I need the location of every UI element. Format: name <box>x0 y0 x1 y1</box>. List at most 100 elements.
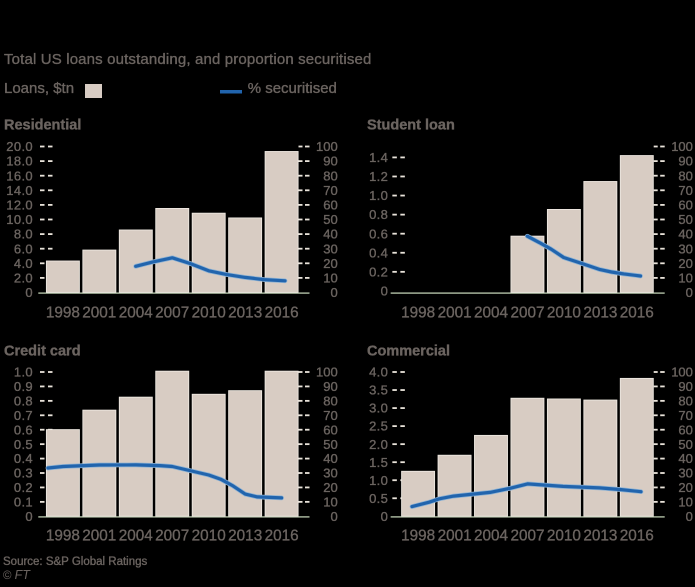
svg-text:2016: 2016 <box>265 304 299 321</box>
svg-text:50: 50 <box>678 212 692 227</box>
svg-text:60: 60 <box>678 198 692 213</box>
svg-text:0.3: 0.3 <box>14 466 33 481</box>
svg-text:30: 30 <box>323 241 337 256</box>
svg-text:0: 0 <box>381 509 389 524</box>
svg-text:© FT: © FT <box>3 568 31 582</box>
svg-text:10.0: 10.0 <box>6 212 33 227</box>
svg-text:0.5: 0.5 <box>369 491 388 506</box>
svg-text:Commercial: Commercial <box>367 344 450 360</box>
svg-text:60: 60 <box>323 422 337 437</box>
svg-text:2004: 2004 <box>119 527 154 544</box>
svg-text:2007: 2007 <box>155 527 189 544</box>
svg-text:20.0: 20.0 <box>6 139 33 154</box>
svg-text:90: 90 <box>323 379 337 394</box>
svg-text:80: 80 <box>678 394 692 409</box>
svg-text:50: 50 <box>323 212 337 227</box>
svg-text:90: 90 <box>678 379 692 394</box>
svg-text:100: 100 <box>671 139 693 154</box>
svg-text:2001: 2001 <box>438 304 472 321</box>
svg-text:30: 30 <box>323 466 337 481</box>
svg-text:Student loan: Student loan <box>367 118 455 134</box>
svg-text:1.5: 1.5 <box>369 455 388 470</box>
svg-text:10: 10 <box>323 271 337 286</box>
svg-text:2.5: 2.5 <box>369 419 388 434</box>
svg-text:0.7: 0.7 <box>14 408 33 423</box>
svg-text:18.0: 18.0 <box>6 154 33 169</box>
svg-text:70: 70 <box>678 408 692 423</box>
svg-text:1998: 1998 <box>46 304 80 321</box>
svg-text:2013: 2013 <box>228 527 262 544</box>
svg-text:14.0: 14.0 <box>6 183 33 198</box>
svg-text:8.0: 8.0 <box>14 227 33 242</box>
svg-text:0.2: 0.2 <box>14 480 33 495</box>
svg-text:3.5: 3.5 <box>369 383 388 398</box>
svg-text:2007: 2007 <box>510 527 544 544</box>
svg-text:1.0: 1.0 <box>369 188 388 203</box>
svg-text:100: 100 <box>316 139 338 154</box>
svg-text:80: 80 <box>323 394 337 409</box>
svg-text:1998: 1998 <box>401 304 435 321</box>
svg-text:90: 90 <box>678 154 692 169</box>
svg-text:20: 20 <box>323 256 337 271</box>
svg-text:10: 10 <box>323 495 337 510</box>
svg-text:12.0: 12.0 <box>6 198 33 213</box>
svg-text:2016: 2016 <box>620 304 654 321</box>
svg-text:% securitised: % securitised <box>248 80 337 97</box>
svg-text:0.1: 0.1 <box>14 495 33 510</box>
svg-text:2013: 2013 <box>228 304 262 321</box>
svg-text:2.0: 2.0 <box>14 271 33 286</box>
svg-text:0.8: 0.8 <box>369 207 388 222</box>
svg-text:4.0: 4.0 <box>369 365 388 380</box>
svg-text:30: 30 <box>678 241 692 256</box>
svg-text:2001: 2001 <box>438 527 472 544</box>
svg-text:2004: 2004 <box>474 304 509 321</box>
svg-text:50: 50 <box>323 437 337 452</box>
svg-text:0.2: 0.2 <box>369 264 388 279</box>
svg-text:1.2: 1.2 <box>369 169 388 184</box>
svg-text:2013: 2013 <box>583 304 617 321</box>
svg-text:70: 70 <box>323 183 337 198</box>
svg-text:1.4: 1.4 <box>369 150 388 165</box>
svg-text:0: 0 <box>330 285 337 300</box>
svg-text:1.0: 1.0 <box>14 365 33 380</box>
svg-text:Source: S&P Global Ratings: Source: S&P Global Ratings <box>3 556 148 568</box>
svg-text:70: 70 <box>678 183 692 198</box>
svg-text:1.0: 1.0 <box>369 473 388 488</box>
svg-text:100: 100 <box>671 365 693 380</box>
svg-text:2010: 2010 <box>547 304 581 321</box>
svg-text:2004: 2004 <box>119 304 154 321</box>
svg-text:0: 0 <box>25 285 33 300</box>
svg-text:6.0: 6.0 <box>14 241 33 256</box>
svg-text:2010: 2010 <box>547 527 581 544</box>
svg-text:2010: 2010 <box>192 304 226 321</box>
svg-text:60: 60 <box>323 198 337 213</box>
svg-text:2001: 2001 <box>82 304 116 321</box>
svg-text:0.6: 0.6 <box>14 422 33 437</box>
svg-text:60: 60 <box>678 422 692 437</box>
svg-text:10: 10 <box>678 271 692 286</box>
svg-text:0.8: 0.8 <box>14 394 33 409</box>
svg-text:2013: 2013 <box>583 527 617 544</box>
svg-text:2004: 2004 <box>474 527 509 544</box>
svg-text:0: 0 <box>330 509 337 524</box>
svg-text:0: 0 <box>686 285 693 300</box>
svg-text:0.4: 0.4 <box>14 451 33 466</box>
svg-text:0: 0 <box>686 509 693 524</box>
svg-text:20: 20 <box>323 480 337 495</box>
svg-text:2016: 2016 <box>620 527 654 544</box>
svg-text:0.5: 0.5 <box>14 437 33 452</box>
svg-text:40: 40 <box>678 451 692 466</box>
svg-text:2010: 2010 <box>192 527 226 544</box>
svg-text:40: 40 <box>323 227 337 242</box>
svg-text:20: 20 <box>678 256 692 271</box>
svg-text:3.0: 3.0 <box>369 401 388 416</box>
svg-text:1998: 1998 <box>46 527 80 544</box>
svg-text:100: 100 <box>316 365 338 380</box>
svg-text:4.0: 4.0 <box>14 256 33 271</box>
svg-text:Residential: Residential <box>4 118 81 134</box>
svg-text:0.6: 0.6 <box>369 226 388 241</box>
svg-text:1998: 1998 <box>401 527 435 544</box>
svg-text:Total US loans outstanding, an: Total US loans outstanding, and proporti… <box>4 51 372 68</box>
svg-text:0.9: 0.9 <box>14 379 33 394</box>
svg-text:10: 10 <box>678 495 692 510</box>
